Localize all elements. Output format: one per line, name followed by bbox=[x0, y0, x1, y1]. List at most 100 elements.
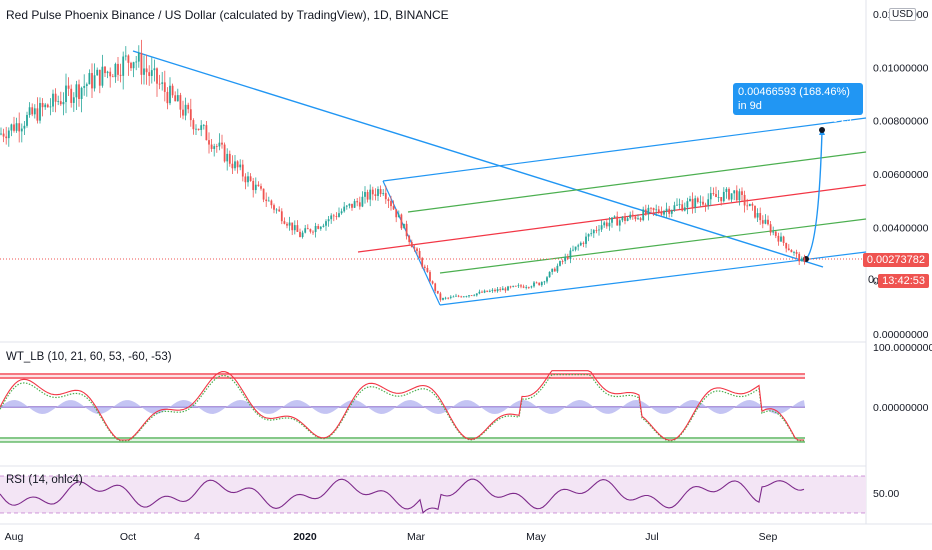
candle-body bbox=[431, 281, 434, 284]
candle-body bbox=[304, 228, 307, 233]
projection-end-point[interactable] bbox=[819, 127, 825, 133]
candle-body bbox=[0, 133, 2, 135]
candle-body bbox=[52, 93, 54, 107]
candle-body bbox=[223, 144, 226, 162]
candle-body bbox=[400, 214, 403, 229]
candle-body bbox=[176, 95, 179, 102]
candle-body bbox=[678, 204, 681, 206]
candle-body bbox=[525, 287, 528, 288]
candle-body bbox=[247, 176, 249, 183]
candle-body bbox=[535, 282, 538, 284]
candle-body bbox=[301, 232, 304, 238]
candle-body bbox=[59, 101, 62, 105]
time-tick-label: May bbox=[526, 531, 547, 543]
currency-button[interactable]: USD bbox=[889, 8, 917, 21]
rsi-panel[interactable] bbox=[0, 475, 866, 514]
channel-upper-median[interactable] bbox=[407, 151, 867, 213]
drawing-tools[interactable] bbox=[0, 50, 867, 306]
candle-body bbox=[696, 198, 699, 202]
rsi-indicator-label[interactable]: RSI (14, ohlc4) bbox=[6, 474, 83, 486]
wt-tick-label: 0.00000000 bbox=[873, 402, 929, 414]
rsi-tick-label: 50.00 bbox=[873, 488, 899, 500]
candle-body bbox=[140, 52, 143, 75]
candle-body bbox=[26, 114, 28, 126]
candle-body bbox=[496, 289, 499, 292]
candle-body bbox=[611, 217, 613, 223]
candle-body bbox=[501, 288, 504, 291]
candle-body bbox=[291, 222, 294, 231]
candle-body bbox=[782, 236, 785, 243]
time-axis[interactable]: Aug Oct 4 2020 Mar May Jul Sep bbox=[5, 531, 778, 543]
candle-body bbox=[634, 216, 637, 220]
candle-body bbox=[218, 142, 221, 147]
candle-body bbox=[348, 203, 351, 206]
candle-body bbox=[270, 200, 273, 206]
candle-body bbox=[343, 206, 346, 212]
candle-body bbox=[145, 68, 148, 73]
candle-body bbox=[49, 106, 52, 108]
candle-body bbox=[325, 221, 327, 226]
chart-title: Red Pulse Phoenix Binance / US Dollar (c… bbox=[6, 8, 449, 22]
candlestick-series[interactable] bbox=[0, 39, 806, 302]
last-price-tag: 0.00273782 bbox=[862, 253, 929, 267]
candle-body bbox=[387, 199, 390, 202]
candle-body bbox=[507, 286, 509, 291]
candle-body bbox=[631, 214, 634, 217]
candle-body bbox=[603, 222, 606, 226]
candle-body bbox=[135, 61, 138, 63]
candle-body bbox=[605, 222, 608, 227]
candle-body bbox=[741, 191, 743, 195]
candle-body bbox=[709, 193, 712, 200]
candle-body bbox=[85, 84, 88, 87]
candle-body bbox=[319, 226, 322, 229]
candle-body bbox=[78, 84, 80, 99]
candle-body bbox=[80, 87, 83, 99]
price-tick-label: 0.00400000 bbox=[873, 222, 929, 234]
projection-callout[interactable]: 0.00466593 (168.46%) in 9d 0.00743574 @ … bbox=[733, 83, 863, 125]
candle-body bbox=[10, 124, 13, 131]
candle-body bbox=[655, 209, 658, 211]
candle-body bbox=[345, 205, 348, 207]
candle-body bbox=[520, 285, 522, 287]
candle-body bbox=[691, 198, 694, 208]
candle-body bbox=[150, 70, 153, 76]
candle-body bbox=[252, 180, 255, 191]
candle-body bbox=[83, 86, 86, 88]
candle-body bbox=[481, 291, 483, 293]
channel-lower-median[interactable] bbox=[439, 218, 867, 274]
candle-body bbox=[262, 188, 265, 200]
price-axis[interactable]: 0.000000000.002000000.004000000.00600000… bbox=[873, 9, 932, 500]
wt-indicator-label[interactable]: WT_LB (10, 21, 60, 53, -60, -53) bbox=[6, 351, 172, 363]
wt-line-1 bbox=[0, 370, 804, 441]
candle-body bbox=[460, 296, 463, 298]
candle-body bbox=[28, 107, 31, 115]
time-tick-label: 2020 bbox=[293, 531, 317, 543]
candle-body bbox=[395, 209, 398, 218]
candle-body bbox=[101, 66, 104, 86]
candle-body bbox=[104, 66, 106, 74]
candle-body bbox=[694, 198, 697, 208]
trendline-descending[interactable] bbox=[132, 50, 824, 268]
candle-body bbox=[408, 236, 411, 243]
candle-body bbox=[215, 146, 218, 147]
candle-body bbox=[234, 161, 236, 169]
candle-body bbox=[67, 85, 70, 89]
candle-body bbox=[23, 125, 26, 129]
candle-body bbox=[288, 222, 291, 226]
projection-curve[interactable] bbox=[805, 130, 823, 260]
wt-panel[interactable] bbox=[0, 370, 805, 443]
channel-bottom-line[interactable] bbox=[439, 251, 867, 306]
candle-body bbox=[421, 258, 424, 267]
candle-body bbox=[189, 109, 192, 121]
candle-body bbox=[494, 289, 496, 292]
candle-body bbox=[616, 216, 619, 226]
candle-body bbox=[132, 62, 135, 69]
channel-top-line[interactable] bbox=[382, 117, 867, 182]
candle-body bbox=[447, 297, 450, 299]
candle-body bbox=[244, 176, 247, 183]
candle-body bbox=[249, 176, 252, 181]
candle-body bbox=[332, 215, 335, 217]
candle-body bbox=[18, 123, 21, 132]
candle-body bbox=[626, 218, 629, 221]
